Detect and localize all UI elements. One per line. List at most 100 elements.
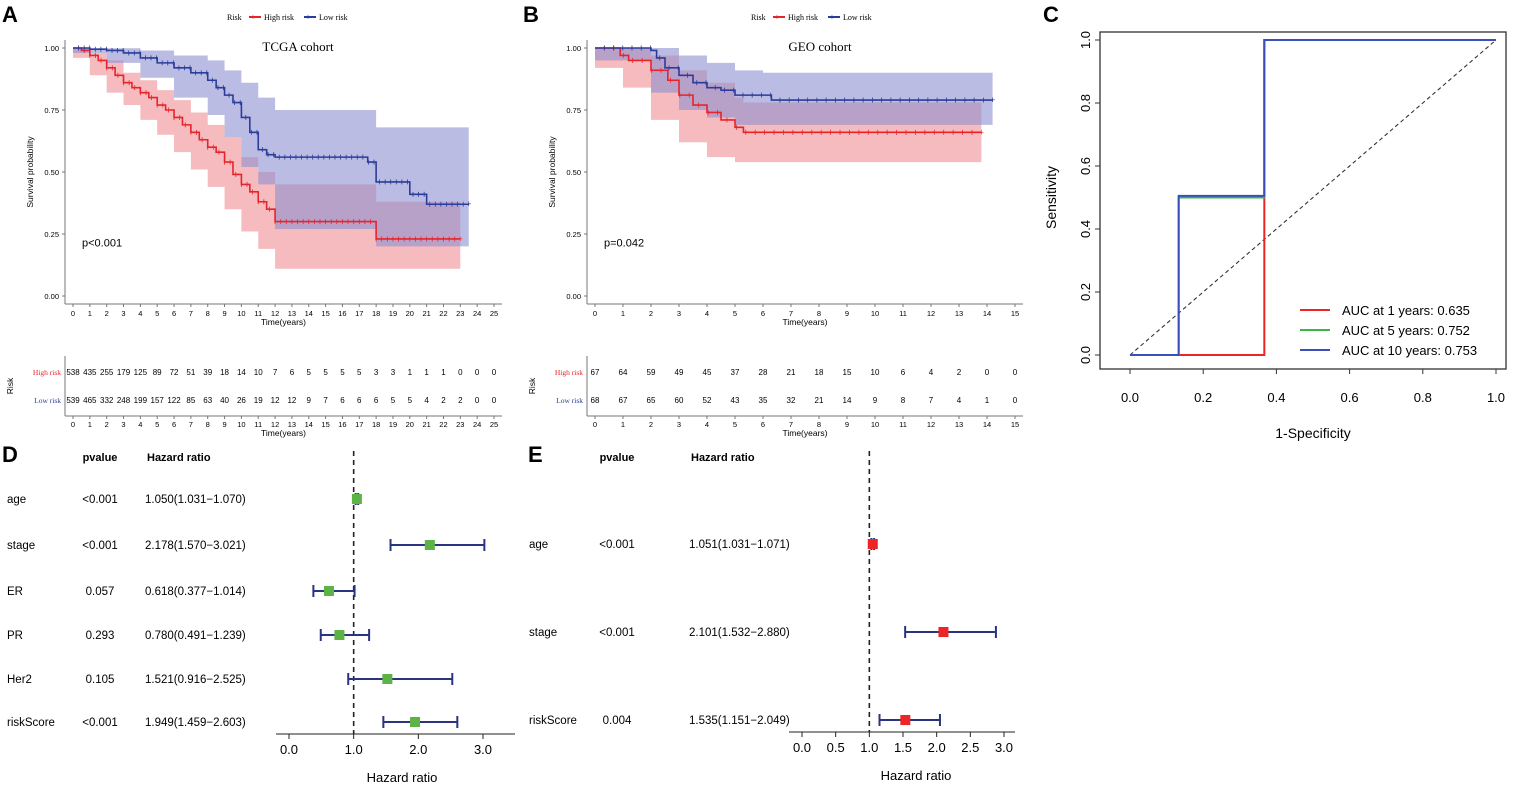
risk-x-tick-label: 13 xyxy=(288,420,296,429)
x-tick-label: 9 xyxy=(845,309,849,318)
risk-x-tick-label: 2 xyxy=(105,420,109,429)
x-tick-label: 8 xyxy=(206,309,210,318)
row-hazard-ratio: 2.101(1.532−2.880) xyxy=(689,627,790,639)
x-tick-label: 15 xyxy=(1011,309,1019,318)
row-label: riskScore xyxy=(529,715,577,727)
x-tick-label: 1.0 xyxy=(1487,390,1505,405)
survival-curve-low xyxy=(595,47,993,101)
y-tick-label: 0.75 xyxy=(566,106,581,115)
row-pvalue: <0.001 xyxy=(82,540,118,552)
risk-count: 60 xyxy=(675,396,684,405)
legend-plus: + xyxy=(251,13,256,22)
risk-row-label: Low risk xyxy=(34,396,61,405)
x-axis-label: 1-Specificity xyxy=(1275,425,1350,441)
risk-x-tick-label: 12 xyxy=(927,420,935,429)
row-pvalue: <0.001 xyxy=(599,627,635,639)
risk-count: 63 xyxy=(203,396,212,405)
risk-count: 539 xyxy=(66,396,80,405)
risk-count: 65 xyxy=(647,396,656,405)
risk-count: 5 xyxy=(357,368,362,377)
y-tick-label: 0.50 xyxy=(44,168,59,177)
y-tick-label: 0.00 xyxy=(566,292,581,301)
risk-x-tick-label: 7 xyxy=(789,420,793,429)
censor-end: + xyxy=(990,95,995,105)
row-hazard-ratio: 1.535(1.151−2.049) xyxy=(689,715,790,727)
risk-row-label: High risk xyxy=(33,368,61,377)
risk-count: 67 xyxy=(591,368,600,377)
y-tick-label: 0.25 xyxy=(44,230,59,239)
x-tick-label: 16 xyxy=(338,309,346,318)
hr-point xyxy=(382,674,393,684)
x-tick-label: 0.2 xyxy=(1194,390,1212,405)
risk-x-tick-label: 19 xyxy=(389,420,397,429)
risk-count: 2 xyxy=(957,368,962,377)
row-pvalue: 0.293 xyxy=(86,630,115,642)
risk-count: 35 xyxy=(759,396,768,405)
risk-count: 32 xyxy=(787,396,796,405)
x-tick-label: 24 xyxy=(473,309,481,318)
survival-curve-high xyxy=(73,47,461,240)
risk-count: 15 xyxy=(843,368,852,377)
x-tick-label: 19 xyxy=(389,309,397,318)
y-tick-label: 0.75 xyxy=(44,106,59,115)
legend-entry: High risk xyxy=(264,13,294,22)
risk-count: 0 xyxy=(985,368,990,377)
risk-x-tick-label: 0 xyxy=(71,420,75,429)
risk-count: 18 xyxy=(220,368,229,377)
x-tick-label: 14 xyxy=(305,309,313,318)
risk-count: 72 xyxy=(170,368,179,377)
row-label: age xyxy=(529,539,548,551)
row-pvalue: 0.004 xyxy=(603,715,632,727)
row-pvalue: <0.001 xyxy=(82,717,118,729)
censor-end: + xyxy=(458,234,463,244)
risk-count: 4 xyxy=(424,396,429,405)
y-tick-label: 0.0 xyxy=(1078,346,1093,364)
x-tick-label: 2.0 xyxy=(928,740,946,755)
reference-diagonal xyxy=(1129,39,1497,356)
risk-count: 6 xyxy=(357,396,362,405)
panel-letter-d: D xyxy=(2,442,18,467)
risk-count: 5 xyxy=(340,368,345,377)
x-tick-label: 11 xyxy=(254,309,262,318)
legend-entry: AUC at 10 years: 0.753 xyxy=(1342,343,1477,358)
risk-count: 40 xyxy=(220,396,229,405)
risk-x-tick-label: 15 xyxy=(321,420,329,429)
risk-x-tick-label: 16 xyxy=(338,420,346,429)
row-pvalue: 0.057 xyxy=(86,586,115,598)
risk-x-tick-label: 4 xyxy=(705,420,709,429)
row-pvalue: <0.001 xyxy=(82,494,118,506)
risk-count: 19 xyxy=(254,396,263,405)
x-tick-label: 12 xyxy=(927,309,935,318)
x-tick-label: 21 xyxy=(422,309,430,318)
legend-title: Risk xyxy=(751,13,766,22)
row-label: PR xyxy=(7,630,23,642)
risk-count: 3 xyxy=(391,368,396,377)
risk-count: 67 xyxy=(619,396,628,405)
x-tick-label: 10 xyxy=(237,309,245,318)
risk-count: 21 xyxy=(787,368,796,377)
risk-table-title: Risk xyxy=(5,377,15,394)
x-tick-label: 2 xyxy=(649,309,653,318)
y-tick-label: 1.00 xyxy=(44,44,59,53)
risk-count: 1 xyxy=(441,368,446,377)
row-label: ER xyxy=(7,586,23,598)
risk-count: 6 xyxy=(290,368,295,377)
x-tick-label: 13 xyxy=(955,309,963,318)
x-tick-label: 12 xyxy=(271,309,279,318)
forest-plot-multivariate: pvalue Hazard ratio age <0.001 1.051(1.031−1… xyxy=(529,451,1015,783)
censor-end: + xyxy=(466,199,471,209)
row-hazard-ratio: 1.051(1.031−1.071) xyxy=(689,539,790,551)
risk-count: 28 xyxy=(759,368,768,377)
risk-x-tick-label: 11 xyxy=(899,420,907,429)
row-pvalue: 0.105 xyxy=(86,674,115,686)
row-hazard-ratio: 0.618(0.377−1.014) xyxy=(145,586,246,598)
km-plot-geo: Risk + High risk + Low risk 0.00 0.25 0.50 0.75 1… xyxy=(527,13,1023,438)
y-tick-label: 0.00 xyxy=(44,292,59,301)
risk-x-tick-label: 13 xyxy=(955,420,963,429)
legend: Risk + High risk + Low risk xyxy=(227,13,348,23)
risk-x-tick-label: 5 xyxy=(155,420,159,429)
x-tick-label: 1.0 xyxy=(345,742,363,757)
